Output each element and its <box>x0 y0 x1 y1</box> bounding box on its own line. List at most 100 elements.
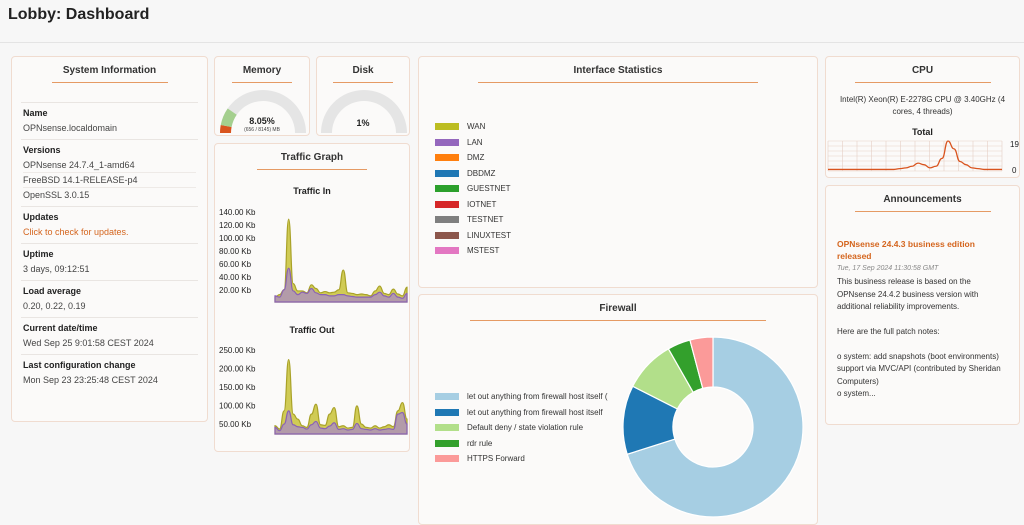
y-tick-label: 100.00 Kb <box>219 234 256 243</box>
legend-label: Default deny / state violation rule <box>467 423 584 432</box>
firewall-legend-item[interactable]: Default deny / state violation rule <box>435 423 583 432</box>
system-info-group: Load average 0.20, 0.22, 0.19 <box>21 280 198 317</box>
cpu-total-line <box>828 140 1002 171</box>
traffic-out-chart: 250.00 Kb 200.00 Kb 150.00 Kb 100.00 Kb 50.0… <box>219 346 408 435</box>
interface-legend-item[interactable]: DBDMZ <box>435 169 495 178</box>
interface-statistics-title: Interface Statistics <box>573 65 663 76</box>
traffic-in-title: Traffic In <box>293 186 331 196</box>
title-underline <box>333 82 393 83</box>
legend-swatch <box>435 138 459 146</box>
system-info-value: 0.20, 0.22, 0.19 <box>23 301 86 311</box>
interface-legend-item[interactable]: TESTNET <box>435 215 503 224</box>
traffic-graph-title: Traffic Graph <box>280 152 344 163</box>
firewall-legend-item[interactable]: let out anything from firewall host itse… <box>435 392 608 401</box>
y-tick-label: 40.00 Kb <box>219 273 252 282</box>
system-info-label: Load average <box>23 286 82 296</box>
y-min-label: 0 <box>1012 166 1017 175</box>
system-info-label: Current date/time <box>23 323 98 333</box>
y-tick-label: 50.00 Kb <box>219 420 252 429</box>
title-underline <box>257 169 367 170</box>
interface-legend-item[interactable]: LAN <box>435 138 483 147</box>
legend-label: GUESTNET <box>467 184 511 193</box>
system-info-group: Versions OPNsense 24.7.4_1-amd64 FreeBSD 1… <box>21 139 198 206</box>
check-updates-link[interactable]: Click to check for updates. <box>23 227 129 237</box>
firewall-legend-item[interactable]: HTTPS Forward <box>435 454 525 463</box>
system-info-label: Uptime <box>23 249 54 259</box>
legend-label: LAN <box>467 137 483 147</box>
interface-statistics-widget: Interface Statistics WAN LAN DMZ DBDMZ GUEST… <box>418 56 818 288</box>
interface-legend-item[interactable]: LINUXTEST <box>435 231 511 240</box>
system-info-list: Name OPNsense.localdomain Versions OPNsense… <box>21 102 198 391</box>
legend-label: HTTPS Forward <box>467 454 525 463</box>
memory-detail: (656 / 8145) MB <box>244 127 280 133</box>
y-tick-label: 20.00 Kb <box>219 286 252 295</box>
title-underline <box>51 82 168 83</box>
firewall-slice[interactable] <box>689 336 714 390</box>
announcement-text: This business release is based on the OP… <box>837 277 1001 398</box>
firewall-donut-chart <box>622 336 804 518</box>
legend-swatch <box>435 455 459 462</box>
title-underline <box>470 320 766 321</box>
legend-swatch <box>435 200 459 208</box>
legend-swatch <box>435 216 459 223</box>
interface-legend-item[interactable]: WAN <box>435 122 485 131</box>
legend-label: DBDMZ <box>467 168 496 178</box>
traffic-series-area <box>274 218 408 303</box>
y-tick-label: 100.00 Kb <box>219 402 256 411</box>
announcements-widget: Announcements OPNsense 24.4.3 business e… <box>825 185 1020 425</box>
system-info-value: 3 days, 09:12:51 <box>23 264 90 274</box>
firewall-legend-item[interactable]: let out anything from firewall host itse… <box>435 408 603 417</box>
title-underline <box>478 82 758 83</box>
cpu-widget: CPU Intel(R) Xeon(R) E-2278G CPU @ 3.40G… <box>825 56 1020 178</box>
disk-percent: 1% <box>356 118 370 128</box>
legend-label: LINUXTEST <box>467 230 512 240</box>
y-tick-label: 140.00 Kb <box>219 208 256 217</box>
legend-label: WAN <box>467 122 486 131</box>
disk-gauge <box>321 90 407 133</box>
memory-gauge-used-alt <box>220 108 237 128</box>
traffic-series-area <box>274 410 408 435</box>
legend-label: MSTEST <box>467 246 500 255</box>
system-info-label: Last configuration change <box>23 360 136 370</box>
system-info-label: Versions <box>23 145 61 155</box>
legend-label: rdr rule <box>467 438 493 448</box>
legend-label: TESTNET <box>467 215 504 224</box>
y-tick-label: 80.00 Kb <box>219 247 252 256</box>
interface-legend-item[interactable]: MSTEST <box>435 246 499 255</box>
announcement-item: OPNsense 24.4.3 business edition release… <box>837 238 1011 400</box>
system-info-value: Wed Sep 25 9:01:58 CEST 2024 <box>23 338 154 348</box>
system-info-group: Name OPNsense.localdomain <box>21 102 198 139</box>
firewall-slice[interactable] <box>626 336 804 518</box>
system-info-value: OpenSSL 3.0.15 <box>23 190 90 200</box>
system-info-value: Mon Sep 23 23:25:48 CEST 2024 <box>23 375 158 385</box>
traffic-in-chart: 140.00 Kb 120.00 Kb 100.00 Kb 80.00 Kb 60.00… <box>219 208 408 303</box>
traffic-out-title: Traffic Out <box>289 325 335 335</box>
interface-donut-chart <box>419 57 819 289</box>
interface-legend-item[interactable]: GUESTNET <box>435 184 511 193</box>
system-info-group: Uptime 3 days, 09:12:51 <box>21 243 198 280</box>
interface-legend-item[interactable]: IOTNET <box>435 200 496 209</box>
system-info-value: OPNsense.localdomain <box>23 123 118 133</box>
system-info-value: FreeBSD 14.1-RELEASE-p4 <box>23 173 196 188</box>
system-information-widget: System Information Name OPNsense.localdom… <box>11 56 208 422</box>
legend-swatch <box>435 154 459 161</box>
y-tick-label: 200.00 Kb <box>219 365 256 374</box>
interface-legend-item[interactable]: DMZ <box>435 153 484 162</box>
y-max-label: 19 <box>1010 140 1019 149</box>
traffic-series-area <box>274 267 408 303</box>
announcement-headline-link[interactable]: OPNsense 24.4.3 business edition release… <box>837 239 975 262</box>
legend-swatch <box>435 439 459 447</box>
memory-percent: 8.05% <box>249 116 275 126</box>
cpu-model: Intel(R) Xeon(R) E-2278G CPU @ 3.40GHz (… <box>839 95 1006 116</box>
cpu-total-chart: 19 0 <box>827 140 1019 175</box>
firewall-title: Firewall <box>599 303 637 314</box>
y-tick-label: 150.00 Kb <box>219 383 256 392</box>
system-info-group: Current date/time Wed Sep 25 9:01:58 CEST… <box>21 317 198 354</box>
firewall-legend-item[interactable]: rdr rule <box>435 439 492 448</box>
traffic-series-area <box>274 358 408 435</box>
cpu-title: CPU <box>911 65 934 76</box>
page-header: Lobby: Dashboard <box>0 0 1024 43</box>
disk-gauge-track <box>321 90 407 133</box>
legend-swatch <box>435 424 459 431</box>
disk-title: Disk <box>352 65 374 76</box>
